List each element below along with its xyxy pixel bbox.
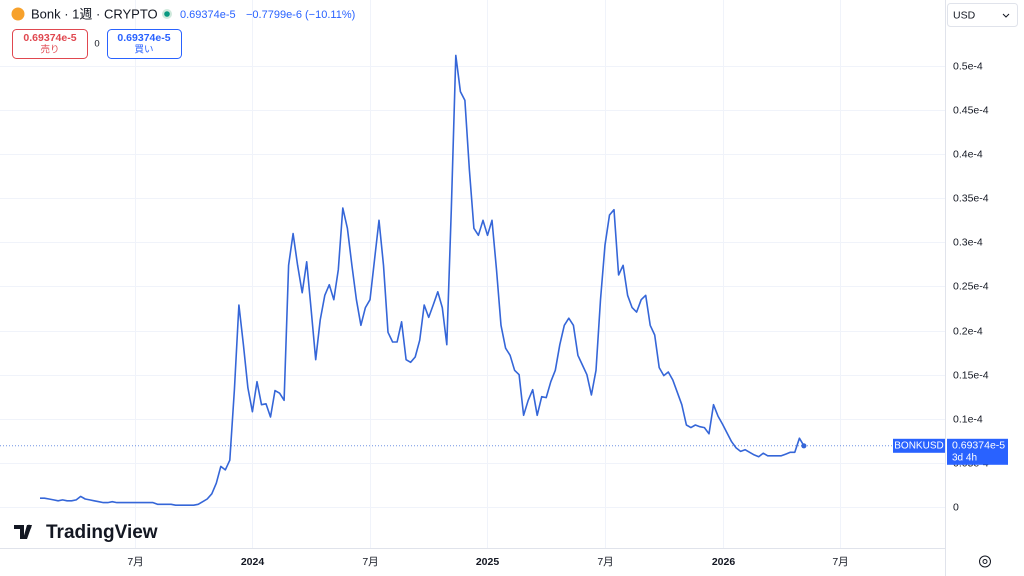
y-tick-label: 0.15e-4 <box>953 369 989 381</box>
y-tick-label: 0.3e-4 <box>953 236 983 248</box>
price-tag-countdown: 3d 4h <box>952 452 977 463</box>
y-tick-label: 0 <box>953 501 959 513</box>
status-dot <box>164 11 170 17</box>
x-tick-label: 2024 <box>241 556 265 568</box>
y-tick-label: 0.5e-4 <box>953 60 983 72</box>
symbol-tag <box>893 438 945 453</box>
price-change: −0.7799e-6 (−10.11%) <box>246 9 355 21</box>
x-tick-label: 2025 <box>476 556 500 568</box>
price-line <box>40 54 805 506</box>
y-tick-label: 0.35e-4 <box>953 192 989 204</box>
x-tick-label: 2026 <box>712 556 736 568</box>
symbol-title[interactable]: Bonk · 1週 · CRYPTO <box>31 6 158 21</box>
last-point <box>801 443 807 449</box>
x-tick-label: 7月 <box>362 556 378 568</box>
settings-icon <box>982 559 988 564</box>
x-tick-label: 7月 <box>832 556 848 568</box>
symbol-tag-text: BONKUSD <box>894 440 943 451</box>
buy-button[interactable] <box>107 29 182 59</box>
coin-icon <box>11 7 25 21</box>
sell-button[interactable] <box>12 29 88 59</box>
sell-label: 売り <box>40 44 59 56</box>
last-price: 0.69374e-5 <box>180 9 236 21</box>
buy-price: 0.69374e-5 <box>117 32 170 44</box>
x-tick-label: 7月 <box>597 556 613 568</box>
y-tick-label: 0.1e-4 <box>953 413 983 425</box>
logo-text: TradingView <box>46 522 158 543</box>
currency-label: USD <box>953 9 976 21</box>
y-tick-label: 0.45e-4 <box>953 104 989 116</box>
y-tick-label: 0.4e-4 <box>953 148 983 160</box>
buy-label: 買い <box>134 45 153 56</box>
sell-price: 0.69374e-5 <box>23 32 76 44</box>
y-tick-label: 0.25e-4 <box>953 280 989 292</box>
axes: 00.05e-40.1e-40.15e-40.2e-40.25e-40.3e-4… <box>127 60 1008 568</box>
settings-button[interactable] <box>979 555 991 568</box>
currency-select[interactable] <box>947 3 1018 27</box>
x-tick-label: 7月 <box>127 556 143 568</box>
logo-icon-dot <box>26 524 32 530</box>
dropdown-arrow <box>1002 13 1010 18</box>
plot <box>0 54 945 506</box>
logo: TradingView <box>14 522 158 543</box>
price-tag <box>947 438 1008 465</box>
spread: 0 <box>94 39 99 50</box>
price-tag-value: 0.69374e-5 <box>952 440 1005 452</box>
y-tick-label: 0.2e-4 <box>953 325 983 337</box>
grid <box>0 0 945 548</box>
